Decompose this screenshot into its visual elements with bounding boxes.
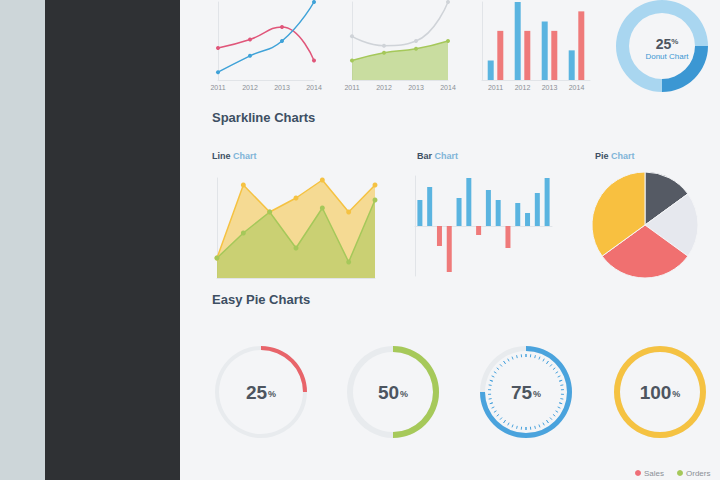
svg-text:Chart: Chart xyxy=(233,151,257,161)
svg-text:Pie: Pie xyxy=(595,151,609,161)
svg-text:2012: 2012 xyxy=(242,84,258,91)
svg-text:25: 25 xyxy=(246,382,268,403)
svg-text:2011: 2011 xyxy=(344,84,359,91)
svg-text:2012: 2012 xyxy=(515,84,531,91)
svg-text:2011: 2011 xyxy=(488,84,503,91)
svg-text:2013: 2013 xyxy=(408,84,424,91)
svg-text:Orders: Orders xyxy=(686,469,710,478)
svg-text:25: 25 xyxy=(656,36,672,52)
svg-text:Donut Chart: Donut Chart xyxy=(645,52,689,61)
svg-text:50: 50 xyxy=(378,382,399,403)
svg-text:%: % xyxy=(533,389,541,399)
svg-text:2012: 2012 xyxy=(376,84,392,91)
svg-text:2014: 2014 xyxy=(569,84,585,91)
svg-text:75: 75 xyxy=(511,382,533,403)
svg-text:%: % xyxy=(400,389,408,399)
svg-text:Bar: Bar xyxy=(417,151,433,161)
svg-text:2014: 2014 xyxy=(440,84,456,91)
svg-text:%: % xyxy=(268,389,276,399)
svg-text:Sparkline Charts: Sparkline Charts xyxy=(212,110,315,125)
svg-text:Easy Pie Charts: Easy Pie Charts xyxy=(212,292,310,307)
svg-text:2013: 2013 xyxy=(542,84,558,91)
svg-text:2011: 2011 xyxy=(210,84,225,91)
svg-text:2013: 2013 xyxy=(274,84,290,91)
svg-text:Chart: Chart xyxy=(435,151,459,161)
svg-text:100: 100 xyxy=(640,382,672,403)
svg-text:Line: Line xyxy=(212,151,231,161)
svg-text:%: % xyxy=(671,37,678,46)
svg-text:Sales: Sales xyxy=(644,469,664,478)
svg-text:Chart: Chart xyxy=(611,151,635,161)
svg-text:2014: 2014 xyxy=(306,84,322,91)
svg-text:%: % xyxy=(672,389,680,399)
